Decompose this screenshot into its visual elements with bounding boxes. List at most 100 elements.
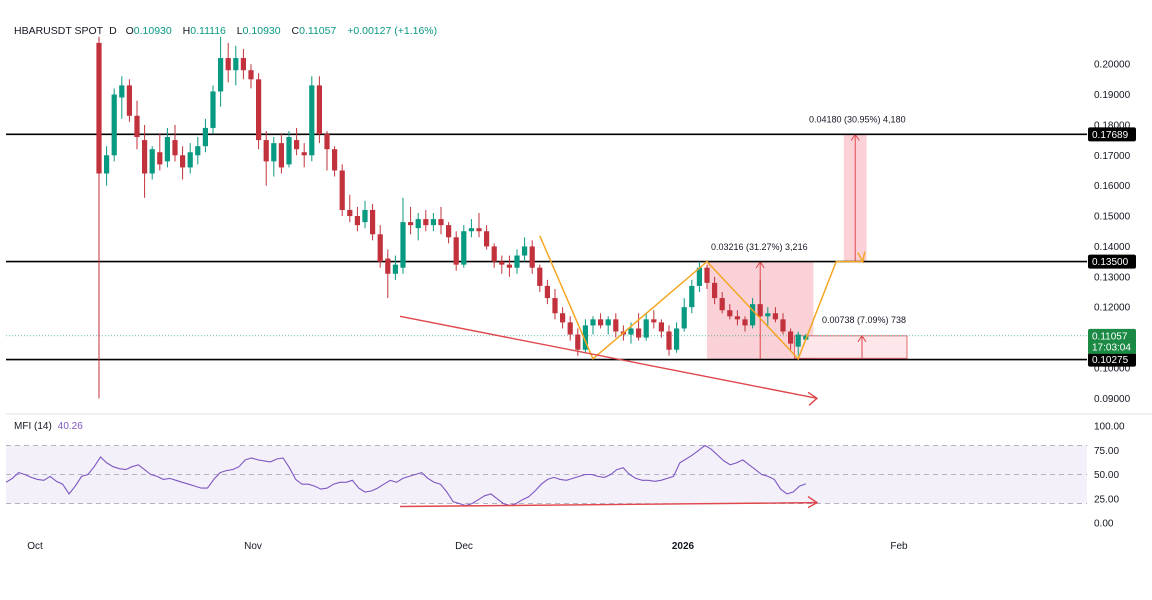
candle: [347, 194, 353, 223]
candle-body: [605, 319, 611, 326]
candle: [453, 231, 459, 271]
candle: [552, 288, 558, 320]
candle-body: [537, 267, 543, 286]
candle: [218, 36, 224, 107]
time-label: Feb: [890, 541, 908, 552]
candle: [788, 328, 794, 350]
high-label: H: [182, 25, 191, 37]
candle: [96, 36, 102, 399]
level-badge-label-3: 0.10275: [1092, 355, 1129, 366]
candle: [499, 255, 505, 274]
candle-body: [218, 58, 224, 92]
last-price-badge: [1088, 328, 1136, 354]
last-price-label: 0.11057: [1092, 331, 1128, 342]
candle-body: [681, 307, 687, 329]
candle-body: [339, 170, 345, 210]
candle: [772, 307, 778, 323]
candle-body: [704, 267, 710, 283]
candle-body: [590, 319, 596, 326]
price-tick-label: 0.09000: [1094, 394, 1131, 405]
interval-label[interactable]: D: [109, 25, 117, 37]
candle: [605, 316, 611, 335]
mfi-tick-label: 50.00: [1094, 470, 1119, 481]
candle-body: [370, 209, 376, 235]
pattern-arrowhead: [857, 251, 866, 264]
candle: [544, 279, 550, 305]
candle-body: [491, 246, 497, 262]
candle-body: [286, 137, 292, 165]
mfi-tick-label: 75.00: [1094, 446, 1119, 457]
candle-body: [271, 143, 277, 162]
mfi-header: MFI (14) 40.26: [14, 421, 83, 432]
candle: [134, 100, 140, 150]
candle: [104, 146, 110, 186]
candle: [529, 240, 535, 274]
candle-body: [567, 322, 573, 335]
candle: [666, 325, 672, 356]
mfi-tick-label: 25.00: [1094, 494, 1119, 505]
candle-body: [651, 319, 657, 323]
price-tick-label: 0.10000: [1094, 363, 1131, 374]
candle: [727, 304, 733, 320]
price-tick-label: 0.13000: [1094, 272, 1131, 283]
candle: [491, 243, 497, 268]
time-label: Oct: [27, 541, 43, 552]
candle-body: [506, 264, 512, 268]
candle: [172, 124, 178, 162]
candle: [339, 164, 345, 217]
candle: [719, 291, 725, 314]
low-label: L: [236, 25, 243, 37]
low-value: 0.10930: [242, 25, 281, 37]
candles: [96, 36, 809, 399]
candle-body: [628, 328, 634, 335]
price-tick-label: 0.16000: [1094, 181, 1131, 192]
candle-body: [529, 246, 535, 268]
candle: [157, 134, 163, 171]
candle: [377, 225, 383, 268]
candle-body: [453, 237, 459, 265]
candle-body: [522, 246, 528, 256]
candle-body: [765, 313, 771, 317]
candle: [370, 203, 376, 241]
time-label: 2026: [672, 541, 695, 552]
candle: [696, 261, 702, 292]
candle-body: [392, 264, 398, 274]
candle-body: [712, 282, 718, 299]
candle: [415, 213, 421, 241]
candle-body: [240, 58, 246, 71]
candle: [674, 322, 680, 353]
mfi-tick-label: 0.00: [1094, 519, 1114, 530]
candle-body: [484, 231, 490, 247]
candle-body: [727, 310, 733, 317]
candle-body: [552, 298, 558, 314]
candle: [210, 85, 216, 135]
mfi-divergence-line: [399, 501, 818, 508]
candle: [651, 310, 657, 329]
candle: [461, 225, 467, 268]
candle: [400, 197, 406, 274]
candle: [119, 76, 125, 119]
mfi-name[interactable]: MFI (14): [14, 421, 52, 432]
price-tick-label: 0.15000: [1094, 212, 1131, 223]
candle-body: [157, 152, 163, 165]
candle-body: [613, 319, 619, 332]
mfi-value: 40.26: [57, 421, 83, 432]
candle-body: [134, 115, 140, 138]
candle-body: [575, 334, 581, 350]
candle: [567, 316, 573, 341]
price-tick-label: 0.19000: [1094, 90, 1131, 101]
zone-7-percent: [794, 335, 908, 359]
candle-body: [172, 140, 178, 156]
time-label: Nov: [244, 541, 262, 552]
candle: [248, 64, 254, 89]
candle-body: [149, 149, 155, 174]
candle-body: [408, 222, 414, 226]
candle-body: [385, 258, 391, 274]
level-badge-label-2: 0.13500: [1092, 257, 1129, 268]
candle: [438, 206, 444, 235]
candle: [757, 279, 763, 320]
candle: [734, 310, 740, 326]
candle-body: [734, 316, 740, 320]
symbol-name[interactable]: HBARUSDT SPOT: [14, 25, 104, 37]
